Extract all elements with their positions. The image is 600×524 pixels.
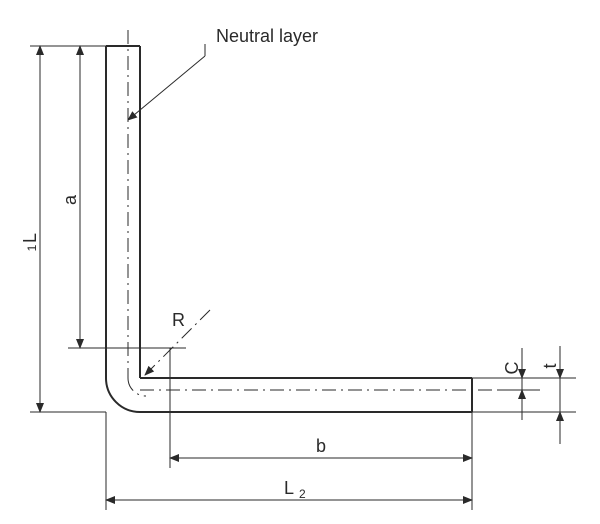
dim-t: t <box>540 346 560 444</box>
label-C: C <box>502 362 522 375</box>
label-L2: L <box>284 478 294 498</box>
label-b: b <box>316 436 326 456</box>
svg-text:L: L <box>284 478 294 498</box>
dim-L1: L 1 <box>20 46 40 412</box>
title-text: Neutral layer <box>216 26 318 46</box>
title-leader: Neutral layer <box>128 26 318 120</box>
dim-b: b <box>170 436 472 458</box>
label-a: a <box>60 194 80 205</box>
label-L1-sub: 1 <box>25 244 39 251</box>
label-R: R <box>172 310 185 330</box>
dim-a: a <box>60 46 80 348</box>
dim-L2: L 2 <box>106 478 472 501</box>
svg-text:L: L <box>20 233 40 243</box>
bend-neutral-layer-diagram: R Neutral layer L 1 a b L <box>0 0 600 524</box>
r-leader: R <box>145 310 210 375</box>
label-L2-sub: 2 <box>299 487 306 501</box>
ext-lines-left <box>30 46 186 412</box>
neutral-axis <box>128 30 498 396</box>
label-t: t <box>540 363 560 368</box>
dim-C: C <box>502 348 522 420</box>
bent-part-outline <box>106 46 472 412</box>
label-L1: L <box>20 233 40 243</box>
